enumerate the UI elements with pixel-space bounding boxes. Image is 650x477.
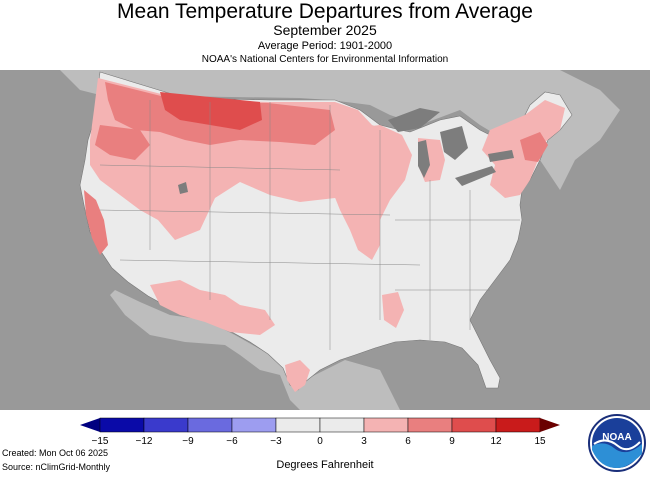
legend-swatch-4 <box>231 417 277 433</box>
legend-colorbar <box>80 417 560 433</box>
average-period: Average Period: 1901-2000 <box>257 40 393 52</box>
lake-superior <box>388 108 440 132</box>
legend-tick-minus-3: −3 <box>270 436 282 447</box>
legend-tick-minus-9: −9 <box>182 436 194 447</box>
mexico-land <box>110 290 400 410</box>
svg-text:NOAA: NOAA <box>602 432 631 443</box>
anomaly-california-coast <box>84 190 108 255</box>
anomaly-montana-core <box>160 92 262 130</box>
legend-tick-minus-12: −12 <box>135 436 153 447</box>
legend-swatch-6 <box>319 417 365 433</box>
legend-tick-12: 12 <box>490 436 502 447</box>
lake-michigan <box>418 140 430 178</box>
legend-arrow-left <box>80 418 100 432</box>
legend-swatch-8 <box>407 417 453 433</box>
noaa-logo: NOAA <box>588 414 646 472</box>
legend-swatch-2 <box>143 417 189 433</box>
legend-tick-6: 6 <box>405 436 411 447</box>
legend-swatch-10 <box>495 417 541 433</box>
map-title: Mean Temperature Departures from Average <box>117 0 533 23</box>
state-borders <box>99 100 520 350</box>
source-organization: NOAA's National Centers for Environmenta… <box>201 54 449 65</box>
color-legend: −15 −12 −9 −6 −3 0 3 6 9 12 15 <box>80 416 560 447</box>
legend-tick-9: 9 <box>449 436 455 447</box>
anomaly-texas-coast <box>285 360 310 392</box>
lake-erie <box>455 166 496 186</box>
created-date: Created: Mon Oct 06 2025 <box>2 448 109 458</box>
legend-swatch-3 <box>187 417 233 433</box>
data-source: Source: nClimGrid-Monthly <box>2 462 111 472</box>
lake-ontario <box>488 150 514 162</box>
legend-tick-15: 15 <box>534 436 546 447</box>
legend-swatch-5 <box>275 417 321 433</box>
legend-units-label: Degrees Fahrenheit <box>276 459 374 471</box>
legend-swatch-7 <box>363 417 409 433</box>
map-panel <box>0 70 650 410</box>
legend-tick-0: 0 <box>317 436 323 447</box>
legend-tick-minus-6: −6 <box>226 436 238 447</box>
lake-huron <box>440 126 468 160</box>
canada-land <box>60 70 620 190</box>
anomaly-southwest <box>150 280 275 335</box>
legend-swatch-1 <box>99 417 145 433</box>
great-salt-lake <box>178 182 188 194</box>
legend-tick-minus-15: −15 <box>91 436 109 447</box>
map-period: September 2025 <box>273 22 377 38</box>
legend-tick-3: 3 <box>361 436 367 447</box>
anomaly-oregon <box>95 125 150 160</box>
anomaly-new-england-core <box>520 132 548 162</box>
us-map <box>60 70 620 410</box>
anomaly-upper-midwest <box>330 125 412 260</box>
anomaly-arkansas <box>382 292 404 328</box>
legend-swatch-9 <box>451 417 497 433</box>
legend-arrow-right <box>540 418 560 432</box>
